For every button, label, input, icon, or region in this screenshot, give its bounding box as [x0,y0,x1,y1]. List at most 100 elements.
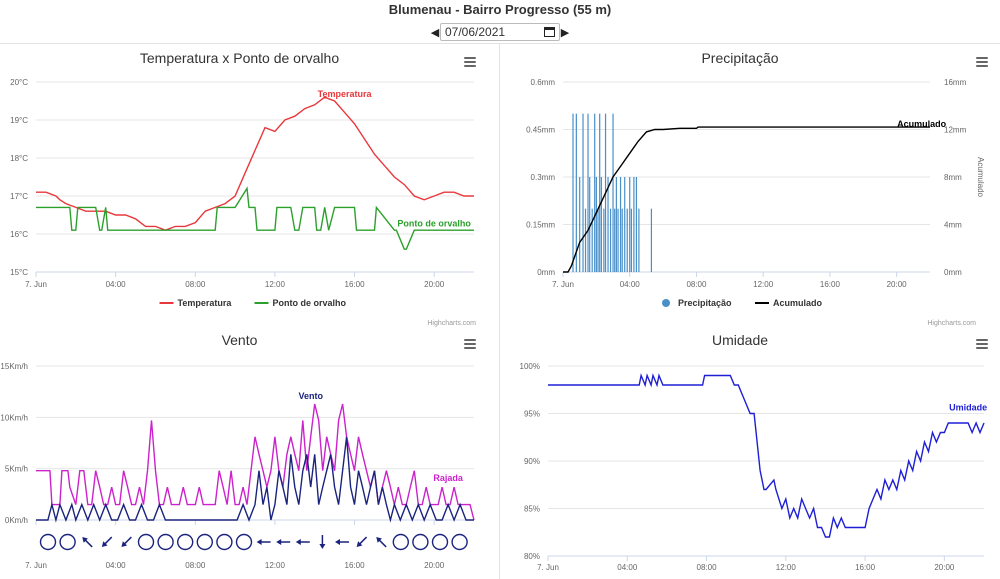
chart-menu-icon[interactable] [976,57,988,67]
x-tick-label: 04:00 [106,280,127,289]
calendar-icon[interactable] [544,27,555,37]
precip-bar [638,208,640,272]
y-tick-label: 0.45mm [526,126,555,135]
wind-calm-circle-icon [196,533,214,551]
precip-bar [599,113,601,273]
series-label: Rajada [433,473,464,483]
wind-calm-circle-icon [176,533,194,551]
wind-direction-arrow-icon [121,536,132,547]
humidity-chart: Umidade 80% 85% 90% 95% 100% 7. Jun 04:00 08:00 1… [520,332,988,572]
header-divider [0,43,1000,44]
temperature-chart: Temperatura x Ponto de orvalho 15°C 16°C 17… [10,50,476,327]
x-tick-label: 16:00 [855,563,876,572]
y-tick-label: 5Km/h [5,465,28,474]
wind-chart-panel: Vento 0Km/h 5Km/h 10Km/h 15Km/h 7. Jun 04:00 08… [0,330,499,579]
precipitation-chart-panel: Precipitação 0mm 0.15mm 0.3mm 0.45mm 0.6mm 7. … [500,44,1000,330]
x-tick-label: 08:00 [697,563,718,572]
arrow-head [82,537,88,543]
y-tick-label: 18°C [10,154,28,163]
x-tick-label: 04:00 [106,561,127,570]
precip-bar [572,113,574,273]
precip-bar [614,208,616,272]
x-tick-label: 7. Jun [537,563,559,572]
x-tick-label: 20:00 [424,280,445,289]
precip-bar [595,177,597,272]
x-tick-label: 16:00 [345,561,366,570]
page-title: Blumenau - Bairro Progresso (55 m) [388,2,612,17]
series-label: Vento [298,391,323,401]
wind-direction-arrow-icon [335,539,349,545]
wind-direction-arrow-icon [356,536,368,547]
precip-bar [587,113,589,273]
wind-calm-circle-icon [392,533,409,551]
x-tick-label: 16:00 [820,280,841,289]
x-tick-label: 20:00 [934,563,955,572]
credits-label: Highcharts.com [427,320,476,327]
legend-item: Acumulado [773,298,823,308]
x-tick-label: 16:00 [345,280,366,289]
y2-axis-label: Acumulado [976,157,985,198]
date-navigator: ◀ 07/06/2021 ▶ [430,22,570,42]
arrow-head [121,541,128,547]
chart-title: Vento [222,332,258,348]
series-line-ponto-de-orvalho [36,186,474,250]
prev-day-arrow-icon[interactable]: ◀ [430,26,440,39]
chart-menu-icon[interactable] [464,339,476,349]
precip-bar [584,208,587,272]
precip-bar [579,177,581,272]
y-tick-label: 16°C [10,230,28,239]
series-label: Temperatura [318,89,373,99]
y-tick-label: 80% [524,552,540,561]
chart-menu-icon[interactable] [976,339,988,349]
x-tick-label: 7. Jun [552,280,574,289]
y2-tick-label: 0mm [944,268,962,277]
y-tick-label: 19°C [10,116,28,125]
column-divider [499,43,500,579]
arrow-head [101,541,108,547]
legend-item: Ponto de orvalho [273,298,347,308]
y-tick-label: 90% [524,457,540,466]
y2-tick-label: 16mm [944,78,967,87]
x-tick-label: 7. Jun [25,280,47,289]
precip-bar [589,177,591,272]
y2-tick-label: 8mm [944,173,962,182]
wind-calm-circle-icon [431,533,449,551]
series-label: Umidade [949,403,987,413]
precip-bar [597,208,599,272]
y-tick-label: 95% [524,410,540,419]
y-tick-label: 0mm [537,268,555,277]
series-line-vento [36,436,474,523]
y-tick-label: 0.3mm [531,173,556,182]
series-line-umidade [548,373,985,538]
x-tick-label: 20:00 [887,280,908,289]
wind-calm-circle-icon [412,533,429,551]
precip-bar [594,113,596,273]
wind-direction-arrow-icon [276,539,291,545]
chart-title: Umidade [712,332,768,348]
x-tick-label: 12:00 [753,280,774,289]
wind-calm-circle-icon [137,533,155,551]
wind-chart: Vento 0Km/h 5Km/h 10Km/h 15Km/h 7. Jun 04:00 08… [0,332,475,570]
chart-menu-icon[interactable] [464,57,476,67]
next-day-arrow-icon[interactable]: ▶ [560,26,570,39]
x-tick-label: 08:00 [686,280,707,289]
wind-direction-arrow-icon [295,539,310,545]
series-line-temperatura [36,96,474,231]
precip-bar [630,208,632,272]
x-tick-label: 12:00 [265,280,286,289]
date-input[interactable]: 07/06/2021 [440,23,560,41]
precip-bar [600,177,602,272]
precipitation-chart: Precipitação 0mm 0.15mm 0.3mm 0.45mm 0.6mm 7. … [526,50,985,327]
chart-title: Temperatura x Ponto de orvalho [140,50,339,66]
legend-item: Temperatura [178,298,233,308]
precip-bar [582,113,584,273]
y2-tick-label: 12mm [944,126,967,135]
precip-bar [575,113,577,273]
wind-calm-circle-icon [451,533,468,551]
x-tick-label: 12:00 [265,561,286,570]
series-line-rajada [36,403,475,521]
y-tick-label: 0Km/h [5,516,28,525]
y-tick-label: 17°C [10,192,28,201]
precip-bar [612,113,614,273]
precip-bar [603,208,605,272]
